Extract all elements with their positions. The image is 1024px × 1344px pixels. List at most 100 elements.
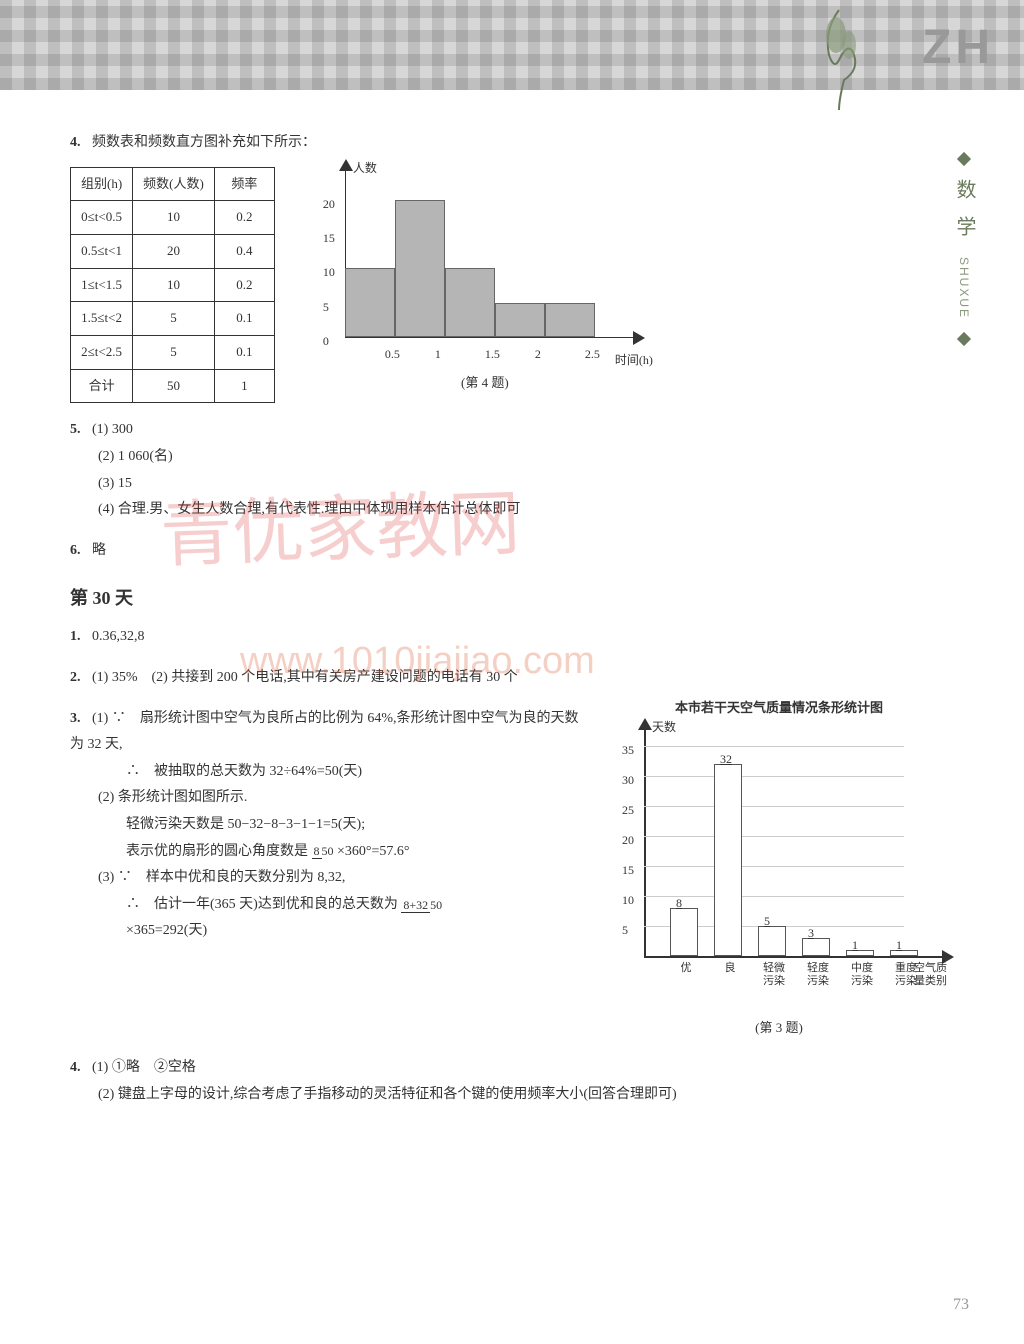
y-tick: 25 bbox=[622, 799, 634, 822]
zh-label: ZH bbox=[922, 20, 994, 75]
q3-bar-chart: 天数 8325311 5101520253035 优良轻微 污染轻度 污染中度 … bbox=[614, 726, 954, 1006]
table-cell: 20 bbox=[133, 234, 215, 268]
d30-q1: 1. 0.36,32,8 bbox=[70, 624, 964, 651]
bar bbox=[714, 764, 742, 956]
gridline bbox=[644, 896, 904, 897]
d3-p2c: 表示优的扇形的圆心角度数是 850 ×360°=57.6° bbox=[126, 839, 590, 866]
p3b-pre: ∴ 估计一年(365 天)达到优和良的总天数为 bbox=[126, 897, 401, 912]
bar bbox=[890, 950, 918, 956]
table-cell: 1.5≤t<2 bbox=[71, 302, 133, 336]
bar bbox=[670, 908, 698, 956]
table-cell: 0.1 bbox=[214, 302, 274, 336]
page-number: 73 bbox=[953, 1296, 969, 1314]
p2c-pre: 表示优的扇形的圆心角度数是 bbox=[126, 844, 312, 859]
chart2-title: 本市若干天空气质量情况条形统计图 bbox=[594, 696, 964, 721]
d3-p1a: (1) ∵ 扇形统计图中空气为良所占的比例为 64%,条形统计图中空气为良的天数… bbox=[70, 711, 579, 753]
x-cat-label: 良 bbox=[714, 962, 746, 975]
q4-caption: (第 4 题) bbox=[315, 371, 655, 396]
d1-num: 1. bbox=[70, 629, 81, 644]
d4-num: 4. bbox=[70, 1060, 81, 1075]
histogram-bar bbox=[445, 268, 495, 336]
th: 频数(人数) bbox=[133, 167, 215, 201]
table-cell: 50 bbox=[133, 369, 215, 403]
q6-text: 略 bbox=[92, 543, 106, 558]
table-cell: 5 bbox=[133, 336, 215, 370]
x-tick: 1.5 bbox=[485, 343, 500, 366]
x-cat-label: 轻度 污染 bbox=[802, 962, 834, 988]
d1-text: 0.36,32,8 bbox=[92, 629, 145, 644]
subject-text: 数 学 bbox=[953, 179, 975, 242]
subject-pinyin: SHUXUE bbox=[957, 257, 971, 319]
p2c-post: ×360°=57.6° bbox=[337, 844, 410, 859]
d3-p3c: ×365=292(天) bbox=[126, 918, 590, 945]
x-tick: 1 bbox=[435, 343, 441, 366]
fraction: 8+3250 bbox=[401, 899, 442, 911]
table-cell: 0.1 bbox=[214, 336, 274, 370]
y-tick: 35 bbox=[622, 739, 634, 762]
gridline bbox=[644, 806, 904, 807]
table-cell: 0≤t<0.5 bbox=[71, 201, 133, 235]
d30-q3: 本市若干天空气质量情况条形统计图 天数 8325311 510152025303… bbox=[70, 706, 964, 1041]
x-cat-label: 优 bbox=[670, 962, 702, 975]
xlabel: 时间(h) bbox=[615, 349, 653, 372]
x-cat-label: 中度 污染 bbox=[846, 962, 878, 988]
y-tick: 30 bbox=[622, 769, 634, 792]
d2-num: 2. bbox=[70, 670, 81, 685]
bar-value-label: 32 bbox=[720, 748, 732, 771]
d3-p2a: (2) 条形统计图如图所示. bbox=[98, 785, 590, 812]
gridline bbox=[644, 776, 904, 777]
q5-4: (4) 合理.男、女生人数合理,有代表性.理由中体现用样本估计总体即可 bbox=[98, 497, 964, 524]
table-cell: 1≤t<1.5 bbox=[71, 268, 133, 302]
table-cell: 0.2 bbox=[214, 268, 274, 302]
y-tick: 10 bbox=[622, 889, 634, 912]
side-subject-label: 数 学 SHUXUE bbox=[950, 150, 979, 348]
table-cell: 1 bbox=[214, 369, 274, 403]
header-pattern: ZH bbox=[0, 0, 1024, 90]
ylabel2: 天数 bbox=[652, 716, 676, 739]
xlabel-end: 空气质 量类别 bbox=[914, 962, 947, 988]
gridline bbox=[644, 866, 904, 867]
bar-value-label: 5 bbox=[764, 910, 770, 933]
table-cell: 0.4 bbox=[214, 234, 274, 268]
table-cell: 10 bbox=[133, 268, 215, 302]
bar-value-label: 1 bbox=[852, 934, 858, 957]
x-tick: 2 bbox=[535, 343, 541, 366]
page-content: 4. 频数表和频数直方图补充如下所示： 组别(h) 频数(人数) 频率 0≤t<… bbox=[0, 90, 1024, 1108]
q4-num: 4. bbox=[70, 135, 81, 150]
x-tick: 2.5 bbox=[585, 343, 600, 366]
diamond-icon bbox=[957, 332, 971, 346]
d30-q2: 2. (1) 35% (2) 共接到 200 个电话,其中有关房产建设问题的电话… bbox=[70, 665, 964, 692]
q4-table: 组别(h) 频数(人数) 频率 0≤t<0.5100.20.5≤t<1200.4… bbox=[70, 167, 275, 404]
q3-caption: (第 3 题) bbox=[594, 1016, 964, 1041]
table-cell: 10 bbox=[133, 201, 215, 235]
y-tick: 20 bbox=[622, 829, 634, 852]
x-cat-label: 轻微 污染 bbox=[758, 962, 790, 988]
table-cell: 0.5≤t<1 bbox=[71, 234, 133, 268]
q5-2: (2) 1 060(名) bbox=[98, 444, 964, 471]
d3-p3b: ∴ 估计一年(365 天)达到优和良的总天数为 8+3250 bbox=[126, 892, 590, 919]
q5-3: (3) 15 bbox=[98, 471, 964, 498]
table-cell: 2≤t<2.5 bbox=[71, 336, 133, 370]
d30-q4: 4. (1) ①略 ②空格 (2) 键盘上字母的设计,综合考虑了手指移动的灵活特… bbox=[70, 1055, 964, 1108]
bar-value-label: 3 bbox=[808, 922, 814, 945]
x-tick: 0.5 bbox=[385, 343, 400, 366]
q4-histogram: 人数 时间(h) 05101520 0.511.522.5 bbox=[315, 167, 655, 367]
table-cell: 合计 bbox=[71, 369, 133, 403]
flower-deco bbox=[794, 0, 884, 110]
th: 组别(h) bbox=[71, 167, 133, 201]
bar-value-label: 1 bbox=[896, 934, 902, 957]
d3-p1b: ∴ 被抽取的总天数为 32÷64%=50(天) bbox=[126, 759, 590, 786]
q3-chart-wrap: 本市若干天空气质量情况条形统计图 天数 8325311 510152025303… bbox=[594, 696, 964, 1041]
d4-p1: (1) ①略 ②空格 bbox=[92, 1060, 196, 1075]
y-tick: 15 bbox=[323, 227, 335, 250]
d2-text: (1) 35% (2) 共接到 200 个电话,其中有关房产建设问题的电话有 3… bbox=[92, 670, 518, 685]
fraction: 850 bbox=[312, 845, 334, 857]
question-5: 5. (1) 300 (2) 1 060(名) (3) 15 (4) 合理.男、… bbox=[70, 417, 964, 523]
th: 频率 bbox=[214, 167, 274, 201]
y-tick: 15 bbox=[622, 859, 634, 882]
y-tick: 0 bbox=[323, 330, 329, 353]
bar bbox=[846, 950, 874, 956]
q4-intro: 频数表和频数直方图补充如下所示： bbox=[92, 135, 316, 150]
table-cell: 0.2 bbox=[214, 201, 274, 235]
table-cell: 5 bbox=[133, 302, 215, 336]
